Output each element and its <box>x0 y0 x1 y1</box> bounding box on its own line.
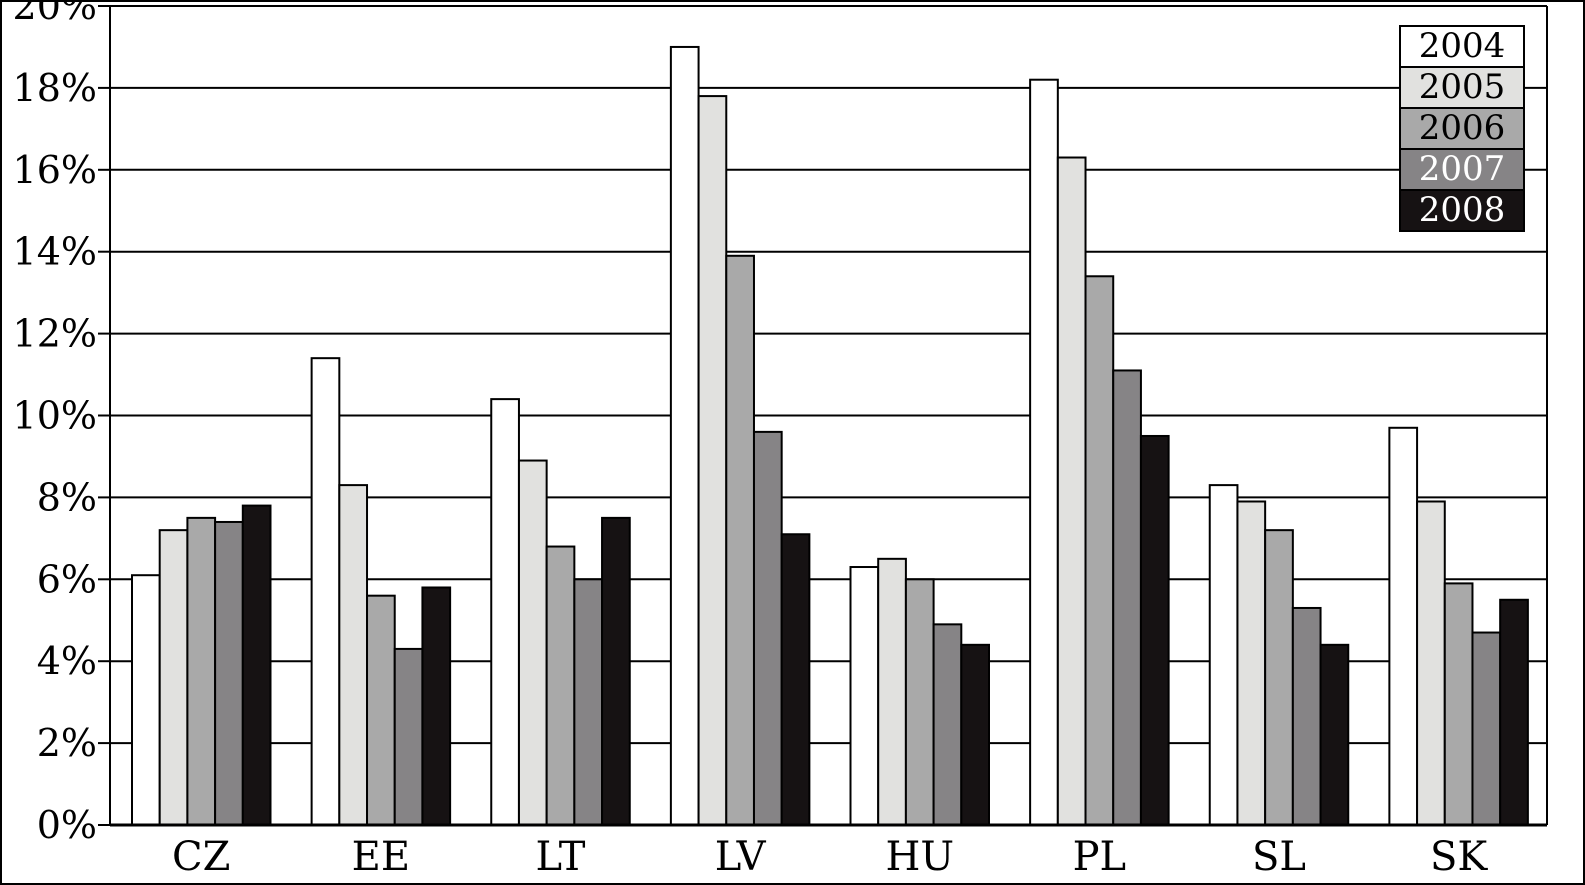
legend-swatch-2006 <box>1399 107 1525 150</box>
legend-swatch-2007 <box>1399 148 1525 191</box>
bar-sl-2005 <box>1236 500 1267 826</box>
bar-hu-2008 <box>960 643 990 826</box>
y-tick-label: 8% <box>37 475 97 519</box>
x-tick-label: PL <box>1073 834 1126 880</box>
bar-lv-2007 <box>752 430 783 826</box>
x-tick-label: EE <box>352 834 410 880</box>
x-tick-label: CZ <box>172 834 230 880</box>
bar-hu-2004 <box>849 566 880 826</box>
legend-label: 2004 <box>1419 26 1506 66</box>
bar-cz-2007 <box>214 520 244 826</box>
bar-cz-2006 <box>186 516 217 826</box>
y-tick-label: 14% <box>13 230 97 274</box>
y-tick-label: 4% <box>37 639 97 683</box>
legend-swatch-2005 <box>1399 66 1525 109</box>
bar-ee-2006 <box>366 594 396 826</box>
bar-hu-2006 <box>904 578 935 826</box>
bar-pl-2006 <box>1084 275 1115 826</box>
bar-ee-2008 <box>421 586 452 826</box>
bar-lv-2008 <box>780 533 811 826</box>
bar-pl-2007 <box>1112 369 1142 826</box>
bar-ee-2007 <box>393 647 424 826</box>
bar-lv-2005 <box>697 95 728 826</box>
bar-pl-2005 <box>1056 156 1087 826</box>
bar-sl-2007 <box>1291 606 1322 827</box>
y-tick-label: 0% <box>37 803 97 847</box>
bar-lt-2008 <box>601 516 631 826</box>
bar-sl-2006 <box>1264 529 1294 826</box>
bar-hu-2005 <box>877 557 907 826</box>
y-tick-label: 18% <box>13 66 97 110</box>
bar-sk-2008 <box>1499 598 1529 827</box>
legend-swatch-2008 <box>1399 189 1525 232</box>
bar-ee-2004 <box>310 357 341 826</box>
bar-ee-2005 <box>338 484 369 826</box>
y-tick-label: 16% <box>13 148 97 192</box>
legend-label: 2005 <box>1419 67 1506 107</box>
y-tick-label: 2% <box>37 721 97 765</box>
bar-lv-2004 <box>669 45 700 826</box>
bar-sl-2008 <box>1319 643 1350 826</box>
x-tick-label: HU <box>885 834 954 880</box>
bar-lv-2006 <box>725 254 755 827</box>
legend-label: 2007 <box>1419 149 1506 189</box>
bar-lt-2007 <box>573 578 604 826</box>
x-tick-label: LV <box>715 834 767 880</box>
y-tick-label: 20% <box>13 0 97 28</box>
bar-sk-2007 <box>1471 631 1502 826</box>
bar-lt-2006 <box>545 545 576 826</box>
bar-cz-2004 <box>131 574 161 827</box>
x-tick-label: LT <box>536 834 586 880</box>
y-tick-label: 12% <box>13 312 97 356</box>
bar-sk-2005 <box>1416 500 1446 826</box>
legend-label: 2008 <box>1419 190 1506 230</box>
bar-sk-2004 <box>1388 426 1419 826</box>
bar-cz-2005 <box>158 529 189 826</box>
y-tick-label: 6% <box>37 557 97 601</box>
bar-sl-2004 <box>1208 484 1239 826</box>
x-tick-label: SK <box>1430 834 1488 880</box>
bar-sk-2006 <box>1443 582 1474 827</box>
legend-label: 2006 <box>1419 108 1506 148</box>
y-tick-label: 10% <box>13 394 97 438</box>
bar-pl-2008 <box>1139 434 1170 826</box>
bar-cz-2008 <box>241 504 272 826</box>
bar-lt-2004 <box>490 398 520 826</box>
bar-pl-2004 <box>1029 78 1059 826</box>
x-tick-label: SL <box>1252 834 1306 880</box>
bar-lt-2005 <box>517 459 548 826</box>
bar-hu-2007 <box>932 623 963 826</box>
